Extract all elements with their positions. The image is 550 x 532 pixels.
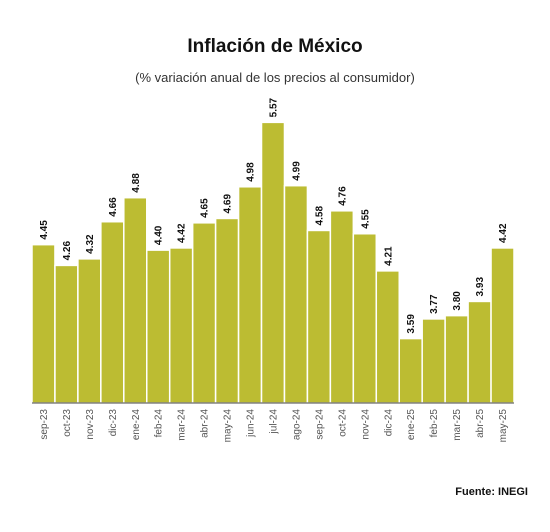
x-tick-label: dic-24 (383, 409, 394, 437)
value-label: 4.88 (131, 173, 142, 193)
bar-ene-24 (123, 196, 148, 404)
value-label: 4.55 (360, 209, 371, 229)
bar-mar-24 (168, 247, 194, 404)
x-tick-label: mar-25 (452, 409, 463, 441)
bar-feb-25 (421, 318, 446, 404)
bar-jul-24 (260, 121, 286, 404)
value-label: 4.42 (498, 223, 509, 243)
bar-oct-23 (54, 264, 79, 404)
x-tick-label: ene-24 (131, 409, 142, 441)
tick-labels-group: sep-23 oct-23 nov-23 dic-23 ene-24 feb-24 mar-… (39, 409, 509, 443)
x-tick-label: abr-24 (200, 409, 211, 438)
x-tick-label: ago-24 (291, 409, 302, 441)
value-label: 4.99 (291, 161, 302, 181)
x-tick-label: nov-23 (85, 409, 96, 440)
source-note: Fuente: INEGI (455, 486, 528, 498)
x-tick-label: oct-23 (62, 409, 73, 437)
x-tick-label: jul-24 (269, 409, 280, 435)
value-label: 4.32 (85, 234, 96, 254)
x-tick-label: nov-24 (360, 409, 371, 440)
value-label: 3.77 (429, 294, 440, 314)
bar-ene-25 (398, 337, 423, 404)
bar-feb-24 (146, 249, 171, 404)
value-labels-group: 4.45 4.26 4.32 4.66 4.88 4.40 4.42 4.65 4.69 4.98… (39, 97, 509, 333)
chart-title: Inflación de México (187, 36, 363, 57)
x-tick-label: sep-24 (314, 409, 325, 440)
value-label: 3.80 (452, 291, 463, 311)
x-tick-label: dic-23 (108, 409, 119, 437)
bars-group (31, 121, 515, 404)
value-label: 4.42 (177, 223, 188, 243)
value-label: 5.57 (269, 97, 280, 117)
bar-dic-23 (100, 220, 125, 404)
value-label: 3.59 (406, 314, 417, 334)
bar-abr-24 (191, 222, 217, 404)
bar-mar-25 (444, 314, 469, 404)
value-label: 4.26 (62, 241, 73, 261)
value-label: 4.98 (246, 162, 257, 182)
chart-subtitle: (% variación anual de los precios al con… (135, 70, 415, 85)
value-label: 4.21 (383, 246, 394, 266)
bar-abr-25 (467, 300, 492, 404)
x-tick-label: ene-25 (406, 409, 417, 441)
bar-jun-24 (237, 186, 263, 404)
bar-may-24 (214, 217, 240, 404)
x-tick-label: sep-23 (39, 409, 50, 440)
value-label: 4.69 (223, 194, 234, 214)
value-label: 4.58 (314, 206, 325, 226)
bar-nov-23 (77, 258, 102, 404)
bar-sep-24 (306, 229, 332, 404)
x-tick-label: may-24 (223, 409, 234, 443)
x-tick-label: feb-24 (154, 409, 165, 438)
x-tick-label: feb-25 (429, 409, 440, 438)
x-tick-label: may-25 (498, 409, 509, 443)
bar-nov-24 (352, 232, 378, 404)
bar-sep-23 (31, 243, 56, 404)
value-label: 4.40 (154, 225, 165, 245)
bar-oct-24 (329, 210, 355, 404)
bar-may-25 (490, 247, 515, 404)
value-label: 3.93 (475, 277, 486, 297)
value-label: 4.66 (108, 197, 119, 217)
x-tick-label: mar-24 (177, 409, 188, 441)
x-tick-label: jun-24 (246, 409, 257, 438)
x-tick-label: oct-24 (337, 409, 348, 437)
value-label: 4.65 (200, 198, 211, 218)
value-label: 4.45 (39, 220, 50, 240)
value-label: 4.76 (337, 186, 348, 206)
bar-ago-24 (283, 184, 309, 404)
x-tick-label: abr-25 (475, 409, 486, 438)
bar-dic-24 (375, 270, 400, 404)
